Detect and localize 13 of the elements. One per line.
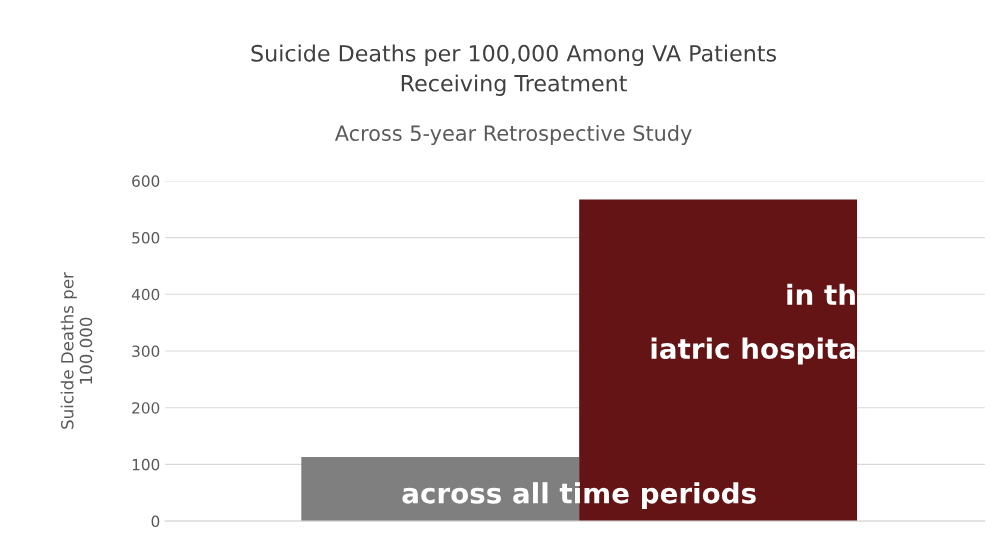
annotation: in th [787, 283, 855, 305]
y-tick-label: 300 [132, 345, 160, 358]
y-tick-label: 100 [132, 458, 160, 471]
y-axis-title: Suicide Deaths per 100,000 [60, 272, 94, 429]
annotation: iatric hospita [651, 337, 855, 365]
annotation: across all time periods [402, 482, 756, 510]
chart-title: Suicide Deaths per 100,000 Among VA Patients Receiving Treatment [251, 44, 777, 96]
y-tick-label: 500 [132, 232, 160, 244]
y-tick-label: 0 [151, 515, 160, 528]
chart-subtitle: Across 5-year Retrospective Study [334, 124, 692, 146]
y-tick-label: 200 [132, 402, 160, 414]
y-tick-label: 400 [131, 288, 160, 301]
y-tick-label: 600 [132, 175, 160, 187]
